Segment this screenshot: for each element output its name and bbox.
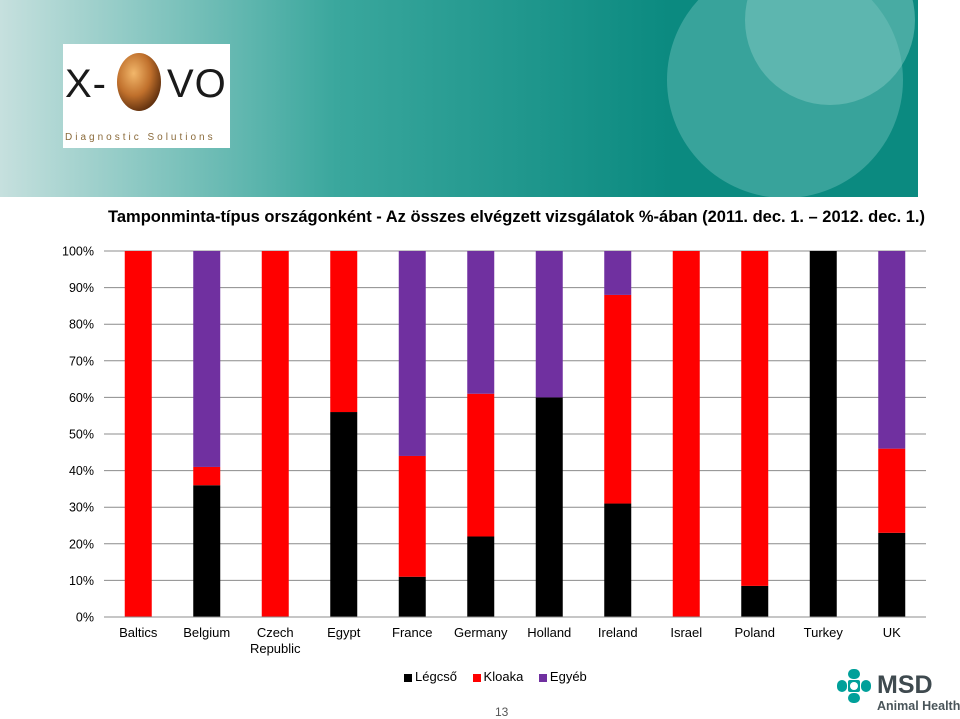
logo-tagline: Diagnostic Solutions [65,132,216,143]
legend-swatch-kloaka [472,673,481,682]
page-number: 13 [495,705,509,719]
x-category-label: Germany [454,625,508,640]
legend-label: Kloaka [483,669,524,684]
bar-segment [124,251,152,617]
x-category-label: Ireland [598,625,638,640]
bar-segment [398,455,426,577]
bar-segment [878,448,906,533]
bar-segment [330,412,358,617]
logo-text-right: VO [167,62,227,106]
logo-text-left: X- [65,62,107,106]
egg-icon [117,53,161,111]
bar-segment [467,536,495,617]
y-tick-label: 30% [69,501,94,515]
legend-item-kloaka: Kloaka [472,669,524,684]
bar-segment [741,251,769,586]
x-category-label: Baltics [119,625,158,640]
bar-segment [604,251,632,295]
y-tick-label: 60% [69,391,94,405]
bar-segment [467,393,495,537]
chart-title: Tamponminta-típus országonként - Az össz… [108,208,926,226]
bar-segment [672,251,700,617]
x-category-label: Czech [257,625,294,640]
bar-segment [604,294,632,504]
x-ovo-logo: X- VO Diagnostic Solutions [63,44,230,148]
bar-segment [535,251,563,398]
bar-segment [398,251,426,456]
x-category-label: Poland [735,625,775,640]
y-tick-label: 70% [69,354,94,368]
bar-segment [193,485,221,617]
msd-brand-name: MSD [877,671,933,699]
x-category-label: UK [883,625,901,640]
bar-segment [535,397,563,617]
y-tick-label: 40% [69,464,94,478]
y-tick-label: 0% [76,611,94,625]
bar-segment [809,251,837,617]
bar-segment [398,576,426,617]
bar-segment [261,251,289,617]
y-tick-label: 20% [69,537,94,551]
legend-swatch-egyeb [538,673,547,682]
x-category-label: Egypt [327,625,361,640]
y-tick-label: 80% [69,318,94,332]
legend-item-egyeb: Egyéb [538,669,587,684]
msd-cross-icon [837,669,871,703]
bar-segment [330,251,358,413]
msd-brand-subtitle: Animal Health [877,699,960,713]
x-category-label: Republic [250,641,301,656]
bar-segment [878,532,906,617]
y-tick-label: 10% [69,574,94,588]
legend-label: Egyéb [549,669,587,684]
msd-animal-health-logo: MSD Animal Health [835,665,960,717]
legend-swatch-legcso [404,673,412,682]
bar-segment [193,251,221,467]
legend-item-legcso: Légcső [404,669,457,684]
stacked-bar-chart: 0% 10% 20% 30% 40% 50% 60% 70% 80% 90% 100% Baltics… [62,245,926,656]
bar-segment [193,466,221,486]
bar-segment [604,503,632,617]
bar-segment [878,251,906,449]
x-category-label: Israel [670,625,702,640]
legend-label: Légcső [415,669,457,684]
bar-segment [741,585,769,617]
x-category-label: Turkey [804,625,844,640]
x-category-label: Belgium [183,625,230,640]
x-category-label: France [392,625,432,640]
y-tick-label: 90% [69,281,94,295]
bar-segment [467,251,495,394]
x-category-label: Holland [527,625,571,640]
y-tick-label: 100% [62,245,94,259]
chart-legend: Légcső Kloaka Egyéb [404,669,599,684]
y-tick-label: 50% [69,428,94,442]
